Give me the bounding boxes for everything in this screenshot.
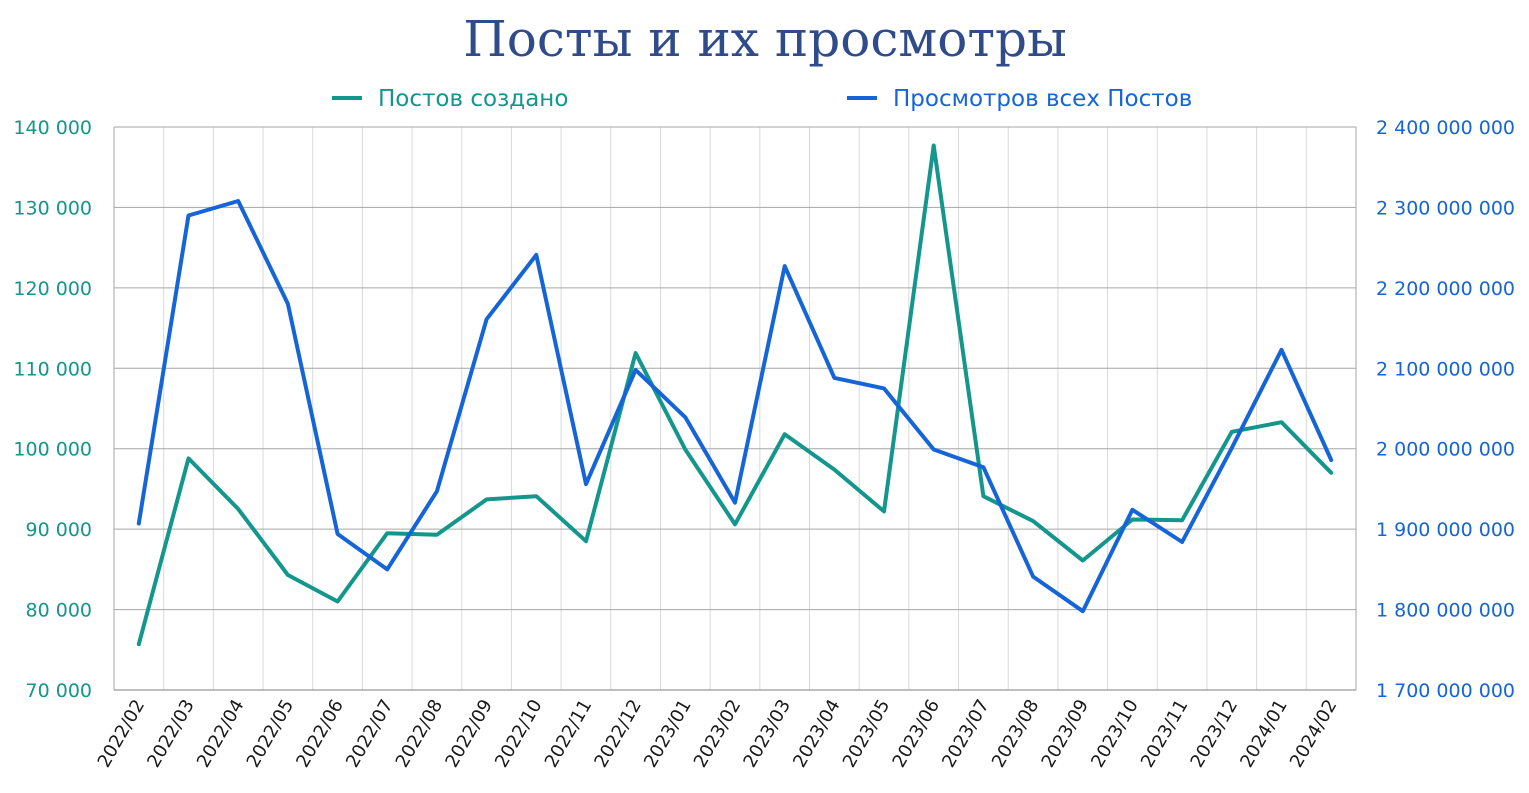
- x-axis-tick-label: 2023/06: [888, 696, 944, 771]
- x-axis-tick-label: 2022/07: [342, 696, 398, 771]
- right-axis-tick-label: 1 800 000 000: [1376, 600, 1515, 622]
- x-axis-tick-label: 2023/12: [1187, 696, 1243, 771]
- right-axis-ticks: 1 700 000 000 1 800 000 000 1 900 000 000 2…: [1376, 117, 1515, 702]
- x-axis-tick-label: 2022/08: [392, 696, 448, 771]
- x-axis-tick-label: 2022/04: [193, 696, 249, 771]
- x-axis-tick-label: 2022/12: [590, 696, 646, 771]
- x-axis-tick-label: 2022/03: [143, 696, 199, 771]
- left-axis-tick-label: 120 000: [13, 278, 92, 300]
- right-axis-tick-label: 2 200 000 000: [1376, 278, 1515, 300]
- left-axis-tick-label: 90 000: [26, 519, 92, 541]
- left-axis-ticks: 70 000 80 000 90 000 100 000 110 000 120 000 1…: [13, 117, 92, 702]
- horizontal-gridlines: [114, 126, 1356, 691]
- right-axis-tick-label: 1 700 000 000: [1376, 680, 1515, 702]
- legend: Постов создано Просмотров всех Постов: [332, 86, 1192, 112]
- x-axis-tick-label: 2023/05: [839, 696, 895, 771]
- x-axis-tick-label: 2023/01: [640, 696, 696, 771]
- x-axis-tick-label: 2023/04: [789, 696, 845, 771]
- left-axis-tick-label: 140 000: [13, 117, 92, 139]
- left-axis-tick-label: 110 000: [13, 358, 92, 380]
- series-line-posts: [136, 143, 1334, 647]
- legend-label-posts: Постов создано: [378, 86, 568, 112]
- right-axis-tick-label: 2 400 000 000: [1376, 117, 1515, 139]
- left-axis-tick-label: 70 000: [26, 680, 92, 702]
- x-axis-tick-label: 2023/07: [938, 696, 994, 771]
- right-axis-tick-label: 2 100 000 000: [1376, 358, 1515, 380]
- x-axis-tick-label: 2023/09: [1038, 696, 1094, 771]
- x-axis-tick-label: 2023/08: [988, 696, 1044, 771]
- x-axis-tick-label: 2022/10: [491, 696, 547, 771]
- x-axis-tick-label: 2024/01: [1236, 696, 1292, 771]
- x-axis-ticks: 2022/022022/032022/042022/052022/062022/…: [94, 696, 1342, 771]
- x-axis-tick-label: 2022/09: [441, 696, 497, 771]
- series-line-views: [136, 199, 1334, 614]
- x-axis-tick-label: 2023/11: [1137, 696, 1193, 771]
- x-axis-tick-label: 2022/02: [94, 696, 150, 771]
- right-axis-tick-label: 1 900 000 000: [1376, 519, 1515, 541]
- x-axis-tick-label: 2022/05: [243, 696, 299, 771]
- x-axis-tick-label: 2023/03: [739, 696, 795, 771]
- right-axis-tick-label: 2 000 000 000: [1376, 439, 1515, 461]
- axes: [113, 127, 1357, 691]
- x-axis-tick-label: 2024/02: [1286, 696, 1342, 771]
- x-axis-tick-label: 2023/10: [1087, 696, 1143, 771]
- x-axis-tick-label: 2022/06: [292, 696, 348, 771]
- left-axis-tick-label: 100 000: [13, 439, 92, 461]
- left-axis-tick-label: 130 000: [13, 197, 92, 219]
- chart-title: Посты и их просмотры: [463, 10, 1067, 68]
- x-axis-tick-label: 2023/02: [690, 696, 746, 771]
- series-lines: [136, 143, 1334, 647]
- right-axis-tick-label: 2 300 000 000: [1376, 197, 1515, 219]
- left-axis-tick-label: 80 000: [26, 600, 92, 622]
- legend-label-views: Просмотров всех Постов: [893, 86, 1192, 112]
- x-axis-tick-label: 2022/11: [541, 696, 597, 771]
- vertical-gridlines: [163, 127, 1307, 690]
